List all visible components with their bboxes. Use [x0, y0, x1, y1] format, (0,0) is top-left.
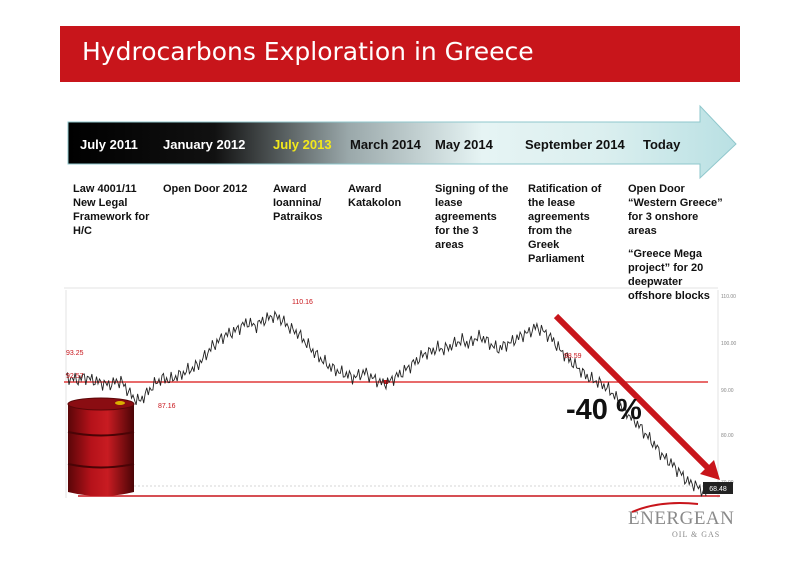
milestone-desc-line: areas	[628, 225, 657, 237]
support-level-marker	[384, 380, 388, 384]
trend-arrow-shaft	[553, 313, 711, 471]
oil-barrel-icon	[67, 397, 135, 496]
milestone-desc-line: agreements	[435, 211, 497, 223]
logo-subtitle: OIL & GAS	[672, 530, 721, 539]
milestone-desc-line: New Legal	[73, 197, 128, 209]
milestone-desc-line: Katakolon	[348, 197, 402, 209]
milestone-desc-line: lease	[435, 197, 463, 209]
milestone-desc-line: “Greece Mega	[628, 248, 702, 260]
y-tick-label: 80.00	[721, 433, 734, 439]
milestone-desc-line: offshore blocks	[628, 290, 710, 302]
milestone-desc-september-2014: Ratification of the lease agreements from t…	[528, 182, 601, 266]
milestone-desc-line: Ratification of	[528, 183, 602, 195]
timeline-date-september-2014: September 2014	[525, 137, 625, 152]
milestone-desc-line: Open Door	[628, 183, 685, 195]
timeline-date-january-2012: January 2012	[163, 137, 246, 152]
milestone-desc-line: deepwater	[628, 276, 683, 288]
milestone-desc-july-2013: Award Ioannina/Patraikos	[273, 182, 323, 224]
milestone-desc-line: Signing of the	[435, 183, 509, 195]
milestone-desc-line: Framework for	[73, 211, 150, 223]
milestone-desc-line: H/C	[73, 225, 92, 237]
milestone-desc-july-2011: Law 4001/11 New Legal Framework for H/C	[73, 182, 149, 238]
price-series-line	[65, 310, 707, 497]
milestone-desc-today: Open Door “Western Greece” for 3 onshore ar…	[628, 182, 723, 303]
last-value-label: 68.48	[709, 486, 727, 493]
timeline-date-today: Today	[643, 137, 681, 152]
milestone-desc-line: “Western Greece”	[628, 197, 723, 209]
milestone-desc-line: from the	[528, 225, 572, 237]
timeline-arrow	[67, 104, 737, 180]
page-title: Hydrocarbons Exploration in Greece	[82, 37, 534, 66]
last-value-box	[703, 482, 733, 494]
milestone-desc-line: Patraikos	[273, 211, 323, 223]
price-annotation: 87.16	[158, 403, 176, 410]
milestone-desc-line: Parliament	[528, 253, 585, 265]
logo-name: ENERGEAN	[628, 508, 735, 529]
milestone-desc-line: Open Door 2012	[163, 183, 248, 195]
trend-arrow-head	[700, 460, 720, 480]
title-banner: Hydrocarbons Exploration in Greece	[60, 26, 740, 82]
timeline-date-july-2011: July 2011	[80, 137, 138, 152]
price-annotation: 93.25	[66, 350, 84, 357]
price-annotation: 110.16	[292, 299, 313, 306]
milestone-desc-may-2014: Signing of the lease agreements for the 3 ar…	[435, 182, 508, 252]
milestone-desc-line: project” for 20	[628, 262, 704, 274]
logo-swoosh-icon	[631, 502, 699, 513]
y-tick-label: 110.00	[721, 294, 736, 300]
decline-percentage-label: -40 %	[566, 394, 642, 426]
milestone-desc-line: Greek	[528, 239, 560, 251]
milestone-desc-line: areas	[435, 239, 464, 251]
timeline-date-march-2014: March 2014	[350, 137, 421, 152]
y-tick-label: 100.00	[721, 341, 737, 347]
milestone-desc-line: Award	[348, 183, 382, 195]
milestone-desc-january-2012: Open Door 2012	[163, 182, 247, 196]
timeline-date-may-2014: May 2014	[435, 137, 493, 152]
milestone-desc-line: Law 4001/11	[73, 183, 137, 195]
timeline-date-july-2013: July 2013	[273, 137, 332, 152]
milestone-desc-line: for the 3	[435, 225, 479, 237]
milestone-desc-march-2014: Award Katakolon	[348, 182, 401, 210]
milestone-desc-line: for 3 onshore	[628, 211, 699, 223]
milestone-desc-line: Award	[273, 183, 307, 195]
milestone-desc-line: the lease	[528, 197, 576, 209]
milestone-desc-line: agreements	[528, 211, 590, 223]
milestone-desc-line: Ioannina/	[273, 197, 322, 209]
y-tick-label: 90.00	[721, 388, 734, 394]
price-annotation: 92.57	[66, 373, 84, 380]
energean-logo: ENERGEAN OIL & GAS	[628, 502, 735, 539]
price-annotation: 98.59	[564, 353, 582, 360]
